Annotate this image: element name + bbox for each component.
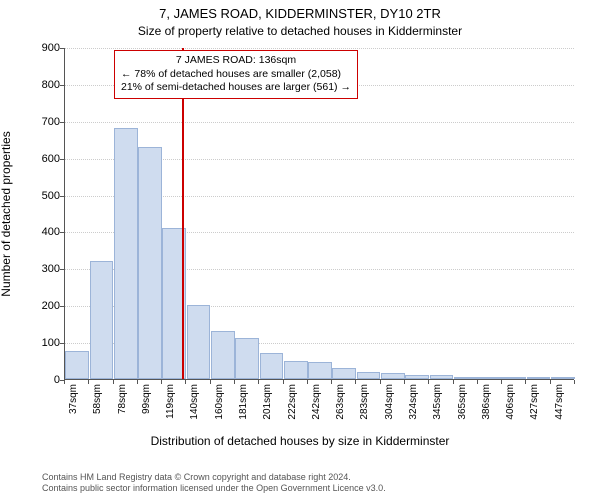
x-tick	[137, 380, 138, 384]
footer-line-1: Contains HM Land Registry data © Crown c…	[42, 472, 386, 483]
x-tick-label: 345sqm	[432, 384, 443, 428]
x-tick-label: 140sqm	[189, 384, 200, 428]
y-tick	[60, 159, 64, 160]
x-tick-label: 386sqm	[481, 384, 492, 428]
histogram-bar	[478, 377, 502, 379]
x-tick-label: 447sqm	[554, 384, 565, 428]
chart-title: 7, JAMES ROAD, KIDDERMINSTER, DY10 2TR	[0, 6, 600, 21]
x-tick	[501, 380, 502, 384]
histogram-bar	[381, 373, 405, 379]
x-tick	[355, 380, 356, 384]
x-tick	[64, 380, 65, 384]
histogram-bar	[260, 353, 284, 379]
y-tick-label: 400	[30, 226, 60, 238]
histogram-bar	[405, 375, 429, 379]
x-tick	[307, 380, 308, 384]
x-tick-label: 58sqm	[92, 384, 103, 428]
histogram-bar	[527, 377, 551, 379]
x-tick-label: 304sqm	[384, 384, 395, 428]
y-tick-label: 0	[30, 374, 60, 386]
x-tick	[428, 380, 429, 384]
x-tick-label: 160sqm	[214, 384, 225, 428]
histogram-bar	[502, 377, 526, 379]
y-tick	[60, 269, 64, 270]
gridline	[65, 48, 574, 49]
gridline	[65, 122, 574, 123]
histogram-bar	[235, 338, 259, 379]
x-tick	[113, 380, 114, 384]
chart-container: 7, JAMES ROAD, KIDDERMINSTER, DY10 2TR S…	[0, 0, 600, 500]
y-tick-label: 200	[30, 300, 60, 312]
x-tick-label: 37sqm	[68, 384, 79, 428]
y-tick-label: 900	[30, 42, 60, 54]
footer-attribution: Contains HM Land Registry data © Crown c…	[42, 472, 386, 495]
x-tick-label: 406sqm	[505, 384, 516, 428]
histogram-bar	[187, 305, 211, 379]
y-tick-label: 700	[30, 116, 60, 128]
annotation-line: 21% of semi-detached houses are larger (…	[121, 81, 351, 95]
x-tick-label: 324sqm	[408, 384, 419, 428]
annotation-box: 7 JAMES ROAD: 136sqm← 78% of detached ho…	[114, 50, 358, 99]
annotation-line: 7 JAMES ROAD: 136sqm	[121, 54, 351, 68]
x-tick	[258, 380, 259, 384]
x-tick-label: 201sqm	[262, 384, 273, 428]
histogram-bar	[114, 128, 138, 379]
histogram-bar	[138, 147, 162, 379]
histogram-bar	[211, 331, 235, 379]
y-tick	[60, 343, 64, 344]
x-tick	[210, 380, 211, 384]
x-tick-label: 263sqm	[335, 384, 346, 428]
y-tick-label: 100	[30, 337, 60, 349]
x-tick-label: 365sqm	[457, 384, 468, 428]
y-tick	[60, 48, 64, 49]
y-tick	[60, 122, 64, 123]
y-tick	[60, 306, 64, 307]
chart-subtitle: Size of property relative to detached ho…	[0, 24, 600, 38]
histogram-bar	[357, 372, 381, 379]
histogram-bar	[308, 362, 332, 379]
x-tick-label: 99sqm	[141, 384, 152, 428]
y-tick-label: 300	[30, 263, 60, 275]
x-tick	[525, 380, 526, 384]
histogram-bar	[430, 375, 454, 379]
footer-line-2: Contains public sector information licen…	[42, 483, 386, 494]
x-tick	[550, 380, 551, 384]
x-tick-label: 427sqm	[529, 384, 540, 428]
histogram-bar	[284, 361, 308, 379]
y-tick	[60, 232, 64, 233]
x-tick-label: 119sqm	[165, 384, 176, 428]
histogram-bar	[332, 368, 356, 379]
x-axis-label: Distribution of detached houses by size …	[0, 434, 600, 448]
x-tick-label: 242sqm	[311, 384, 322, 428]
x-tick	[453, 380, 454, 384]
x-tick-label: 283sqm	[359, 384, 370, 428]
y-tick	[60, 85, 64, 86]
histogram-bar	[551, 377, 575, 379]
x-tick	[185, 380, 186, 384]
x-tick	[331, 380, 332, 384]
histogram-bar	[65, 351, 89, 379]
histogram-bar	[454, 377, 478, 379]
y-tick-label: 800	[30, 79, 60, 91]
x-tick	[88, 380, 89, 384]
x-tick-label: 181sqm	[238, 384, 249, 428]
x-tick-label: 222sqm	[287, 384, 298, 428]
x-tick-label: 78sqm	[117, 384, 128, 428]
y-tick-label: 600	[30, 153, 60, 165]
x-tick	[234, 380, 235, 384]
annotation-line: ← 78% of detached houses are smaller (2,…	[121, 68, 351, 82]
histogram-bar	[90, 261, 114, 379]
x-tick	[574, 380, 575, 384]
x-tick	[380, 380, 381, 384]
x-tick	[477, 380, 478, 384]
x-tick	[283, 380, 284, 384]
y-axis-label: Number of detached properties	[0, 131, 13, 296]
y-tick-label: 500	[30, 190, 60, 202]
x-tick	[161, 380, 162, 384]
x-tick	[404, 380, 405, 384]
y-tick	[60, 196, 64, 197]
